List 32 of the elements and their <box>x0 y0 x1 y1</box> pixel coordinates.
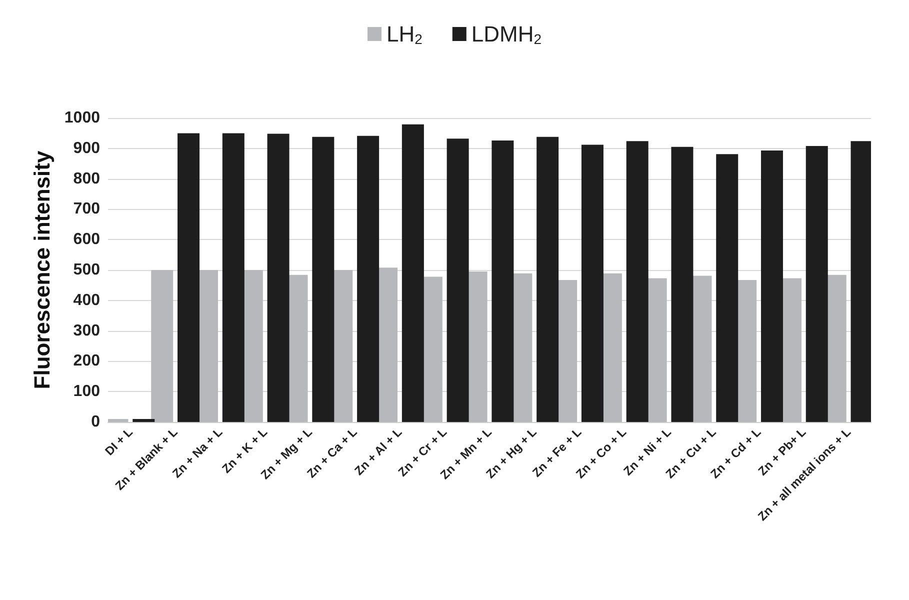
bar <box>760 150 783 422</box>
bar <box>806 146 828 422</box>
bar <box>536 136 559 422</box>
y-tick-label: 100 <box>73 383 100 400</box>
bar <box>357 136 380 422</box>
y-axis-title: Fluorescence intensity <box>30 150 54 390</box>
bar <box>581 144 604 422</box>
y-tick-label: 800 <box>73 170 100 188</box>
y-tick-label: 0 <box>91 414 100 430</box>
bar <box>151 270 174 422</box>
x-tick-label: DI + L <box>102 425 136 458</box>
y-tick-label: 700 <box>73 200 100 218</box>
bar <box>222 133 244 422</box>
legend-label: LDMH2 <box>471 22 542 47</box>
bar <box>446 138 469 422</box>
bar <box>312 136 334 422</box>
bar <box>626 141 648 422</box>
y-tick-label: 400 <box>73 292 100 309</box>
y-tick-label: 900 <box>73 140 100 157</box>
y-tick-label: 600 <box>73 231 100 248</box>
bar <box>267 134 290 422</box>
bar <box>132 418 155 422</box>
y-tick-label: 300 <box>73 322 100 340</box>
y-tick-label: 1000 <box>64 110 100 126</box>
bar <box>402 124 424 422</box>
legend-label: LH2 <box>386 22 423 47</box>
bar <box>671 146 694 422</box>
bar <box>178 133 200 422</box>
y-tick-label: 200 <box>73 352 100 370</box>
bar <box>492 140 514 422</box>
y-tick-label: 500 <box>73 262 100 278</box>
bar <box>716 154 738 422</box>
